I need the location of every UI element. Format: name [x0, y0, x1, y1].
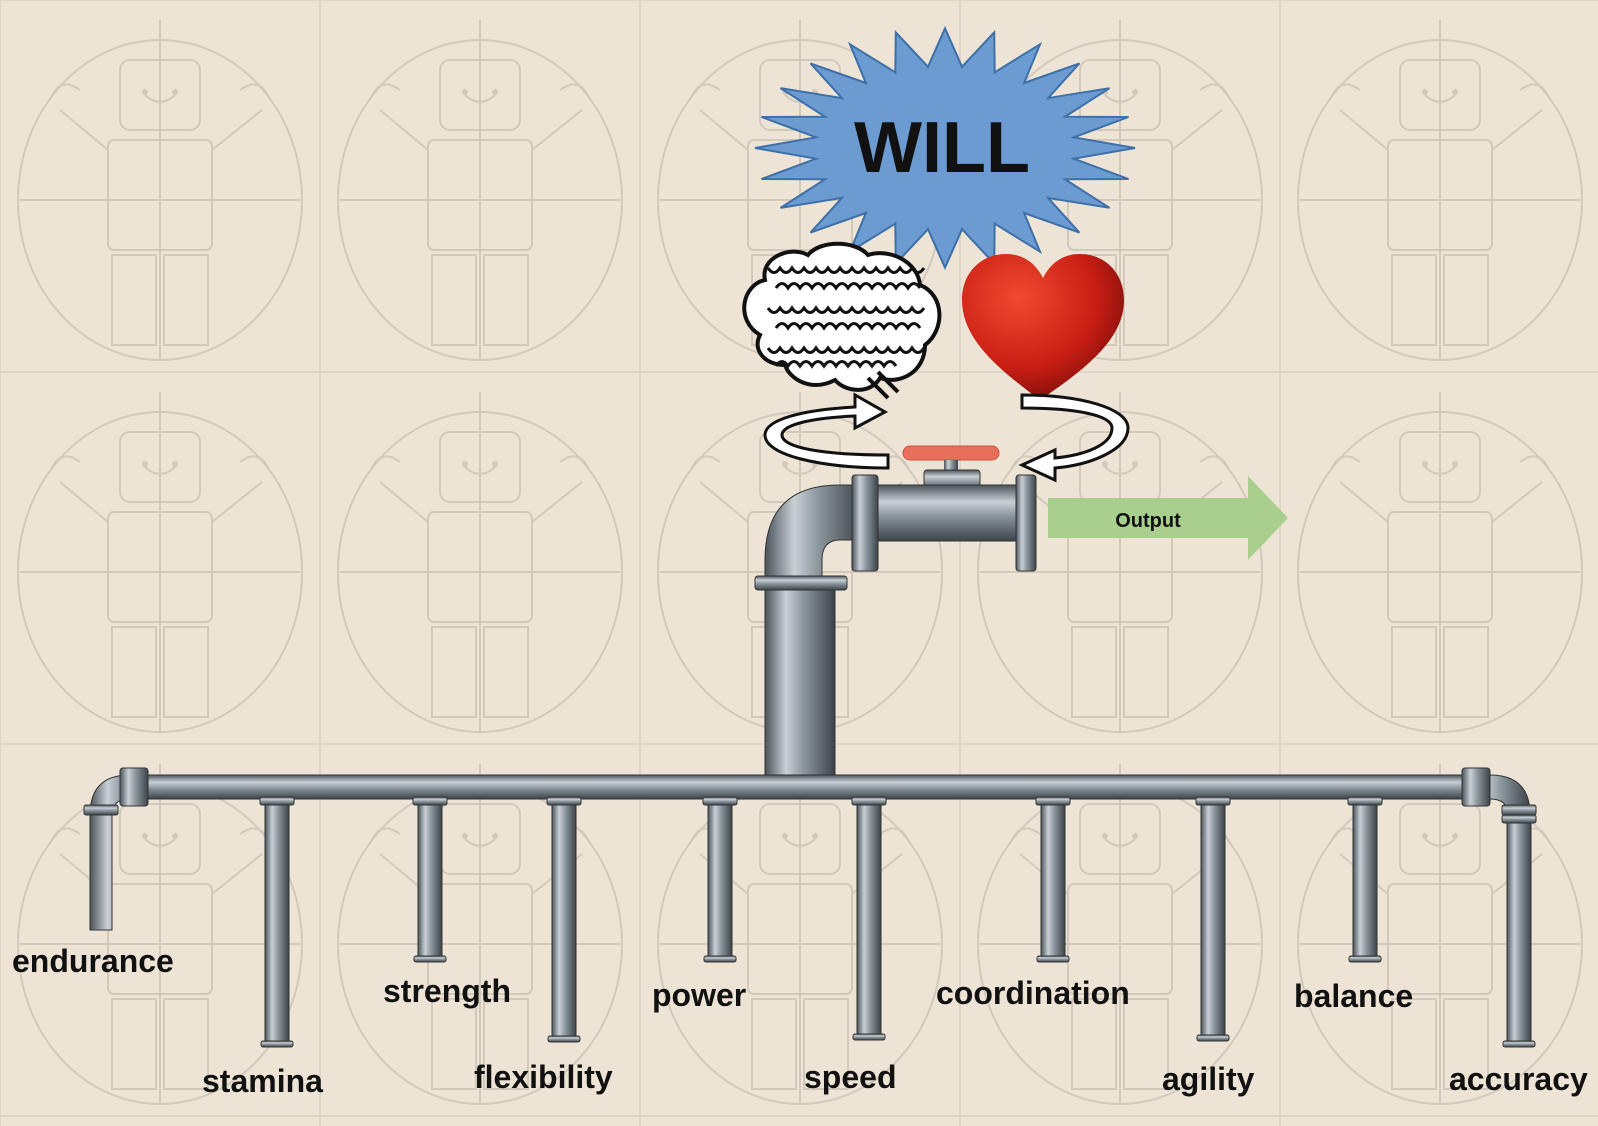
cycle-arrow-icon	[763, 392, 1130, 483]
heart-icon	[962, 254, 1124, 400]
output-label: Output	[1115, 510, 1181, 532]
brain-icon	[742, 241, 942, 400]
branch-pipe-stamina	[259, 796, 295, 1048]
branch-pipe-flexibility	[546, 796, 582, 1043]
starburst-icon	[754, 25, 1136, 271]
output-label-flexibility: flexibility	[474, 1059, 613, 1095]
output-label-speed: speed	[804, 1059, 896, 1095]
branch-pipe-balance	[1347, 796, 1383, 963]
branch-pipe-speed	[851, 796, 887, 1041]
output-label-agility: agility	[1162, 1061, 1255, 1097]
manifold-pipe	[83, 767, 1537, 931]
valve-handle[interactable]	[902, 445, 1000, 461]
output-label-endurance: endurance	[12, 943, 174, 979]
output-label-accuracy: accuracy	[1449, 1061, 1588, 1097]
main-pipe	[754, 474, 1037, 779]
output-label-coordination: coordination	[936, 975, 1130, 1011]
output-label-strength: strength	[383, 973, 511, 1009]
output-label-power: power	[652, 977, 746, 1013]
output-label-balance: balance	[1294, 978, 1413, 1014]
branch-pipe-accuracy	[1501, 814, 1537, 1048]
output-branches	[259, 796, 1537, 1048]
will-starburst: WILL	[754, 25, 1136, 271]
output-label-stamina: stamina	[202, 1063, 323, 1099]
branch-pipe-coordination	[1035, 796, 1071, 963]
will-label: WILL	[854, 108, 1030, 188]
branch-pipe-agility	[1195, 796, 1231, 1042]
branch-pipe-power	[702, 796, 738, 963]
branch-pipe-strength	[412, 796, 448, 963]
output-arrow: Output	[1048, 476, 1288, 560]
output-labels: endurance stamina strength flexibility power…	[12, 943, 1588, 1099]
